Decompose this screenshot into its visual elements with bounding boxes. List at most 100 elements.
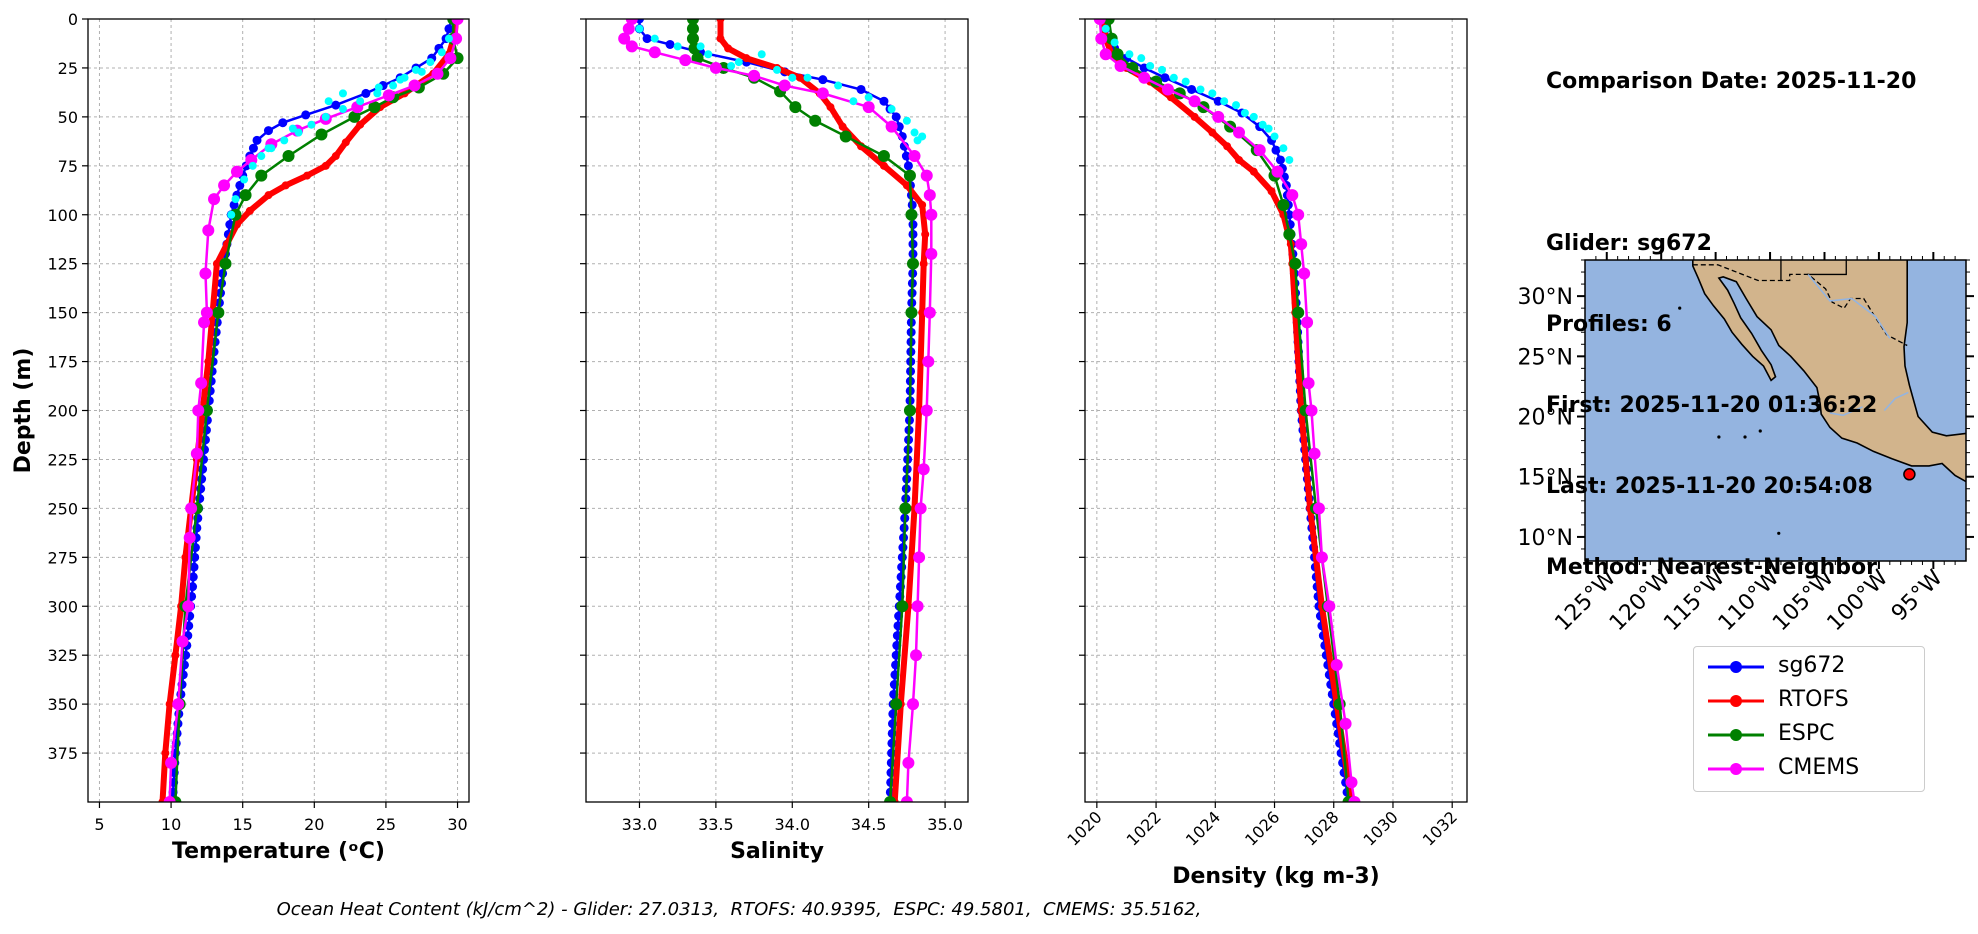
data-point: [1279, 144, 1288, 153]
island: [1777, 531, 1781, 535]
data-point: [923, 189, 936, 202]
data-point: [879, 96, 889, 106]
data-point: [282, 150, 295, 163]
data-point: [910, 649, 923, 662]
data-point: [189, 562, 199, 572]
data-point: [264, 144, 273, 153]
data-point: [331, 100, 341, 110]
data-point: [198, 316, 211, 329]
data-point: [1277, 198, 1290, 211]
data-point: [1292, 306, 1305, 319]
island: [1717, 435, 1721, 439]
data-point: [788, 73, 797, 82]
data-point: [1305, 404, 1318, 417]
data-point: [795, 73, 804, 82]
data-point: [1138, 71, 1151, 84]
data-point: [618, 32, 631, 45]
data-point: [879, 161, 888, 170]
map-area: [1678, 260, 1966, 535]
data-point: [905, 306, 918, 319]
data-point: [890, 698, 903, 711]
data-point: [910, 128, 919, 137]
ohc-text: Ocean Heat Content (kJ/cm^2) - Glider: 2…: [276, 899, 1202, 920]
data-point: [686, 32, 699, 45]
data-point: [635, 24, 644, 33]
data-point: [338, 105, 347, 114]
y-tick-label: 225: [47, 450, 78, 469]
series-line: [638, 19, 915, 802]
x-tick-label: 1032: [1419, 807, 1461, 849]
data-point: [382, 89, 395, 102]
data-point: [163, 796, 176, 802]
y-tick-label: 75: [58, 157, 78, 176]
y-axis-label: Depth (m): [11, 348, 36, 474]
profile-panel: 0 25 50 75 100 125 150 175 200 225 250 275 300 325 350…: [11, 10, 470, 864]
data-point: [778, 79, 791, 92]
profile-panel: 33.0 33.5 34.0 34.5 35.0 Salinity: [580, 18, 969, 864]
data-point: [190, 447, 203, 460]
y-tick-label: 250: [47, 499, 78, 518]
y-tick-label: 325: [47, 646, 78, 665]
data-point: [181, 553, 190, 562]
data-point: [1258, 120, 1267, 129]
data-point: [918, 200, 927, 209]
data-point: [885, 120, 898, 133]
data-point: [919, 259, 928, 268]
data-point: [1271, 145, 1281, 155]
data-point: [1125, 50, 1134, 59]
data-point: [1249, 112, 1258, 121]
x-tick-label: 1028: [1300, 807, 1342, 849]
data-point: [248, 161, 257, 170]
data-point: [1240, 108, 1249, 117]
data-point: [195, 377, 208, 390]
data-point: [255, 169, 268, 182]
data-point: [1298, 267, 1311, 280]
data-point: [900, 796, 913, 802]
x-tick-label: 34.0: [774, 815, 810, 834]
data-point: [1286, 189, 1299, 202]
legend: sg672 RTOFS ESPC CMEMS: [1693, 646, 1925, 792]
data-point: [839, 130, 852, 143]
method: Method: Nearest-Neighbor: [1546, 555, 1877, 580]
x-axis-label: Density (kg m-3): [1172, 864, 1380, 889]
data-point: [444, 24, 454, 34]
profile-count: Profiles: 6: [1546, 312, 1672, 337]
legend-marker: [1730, 695, 1742, 707]
data-point: [803, 73, 812, 82]
data-point: [1208, 128, 1217, 137]
data-point: [673, 42, 682, 51]
data-point: [925, 208, 938, 221]
data-point: [1330, 658, 1343, 671]
data-point: [1301, 316, 1314, 329]
data-point: [665, 39, 675, 49]
y-tick-label: 350: [47, 695, 78, 714]
data-point: [1146, 61, 1155, 70]
y-tick-label: 100: [47, 206, 78, 225]
data-point: [1169, 73, 1178, 82]
y-tick-label: 25: [58, 59, 78, 78]
river: [1829, 406, 1863, 417]
map-y-label: 15°N: [1518, 466, 1573, 491]
comparison-date: Comparison Date: 2025-11-20: [1546, 69, 1917, 94]
x-tick-label: 1024: [1182, 807, 1224, 849]
y-tick-label: 125: [47, 255, 78, 274]
data-point: [165, 756, 178, 769]
data-point: [408, 79, 421, 92]
data-point: [338, 89, 347, 98]
data-point: [809, 114, 822, 127]
series-line: [622, 19, 933, 802]
data-point: [921, 230, 930, 239]
data-point: [896, 600, 909, 613]
data-point: [897, 552, 907, 562]
data-point: [389, 81, 398, 90]
map-y-label: 25°N: [1518, 345, 1573, 370]
data-point: [920, 169, 933, 182]
data-point: [165, 700, 174, 709]
data-point: [341, 138, 350, 147]
data-point: [1196, 85, 1205, 94]
data-point: [450, 32, 463, 45]
river: [1807, 273, 1891, 339]
data-point: [321, 161, 330, 170]
data-point: [281, 181, 290, 190]
data-point: [161, 749, 170, 758]
